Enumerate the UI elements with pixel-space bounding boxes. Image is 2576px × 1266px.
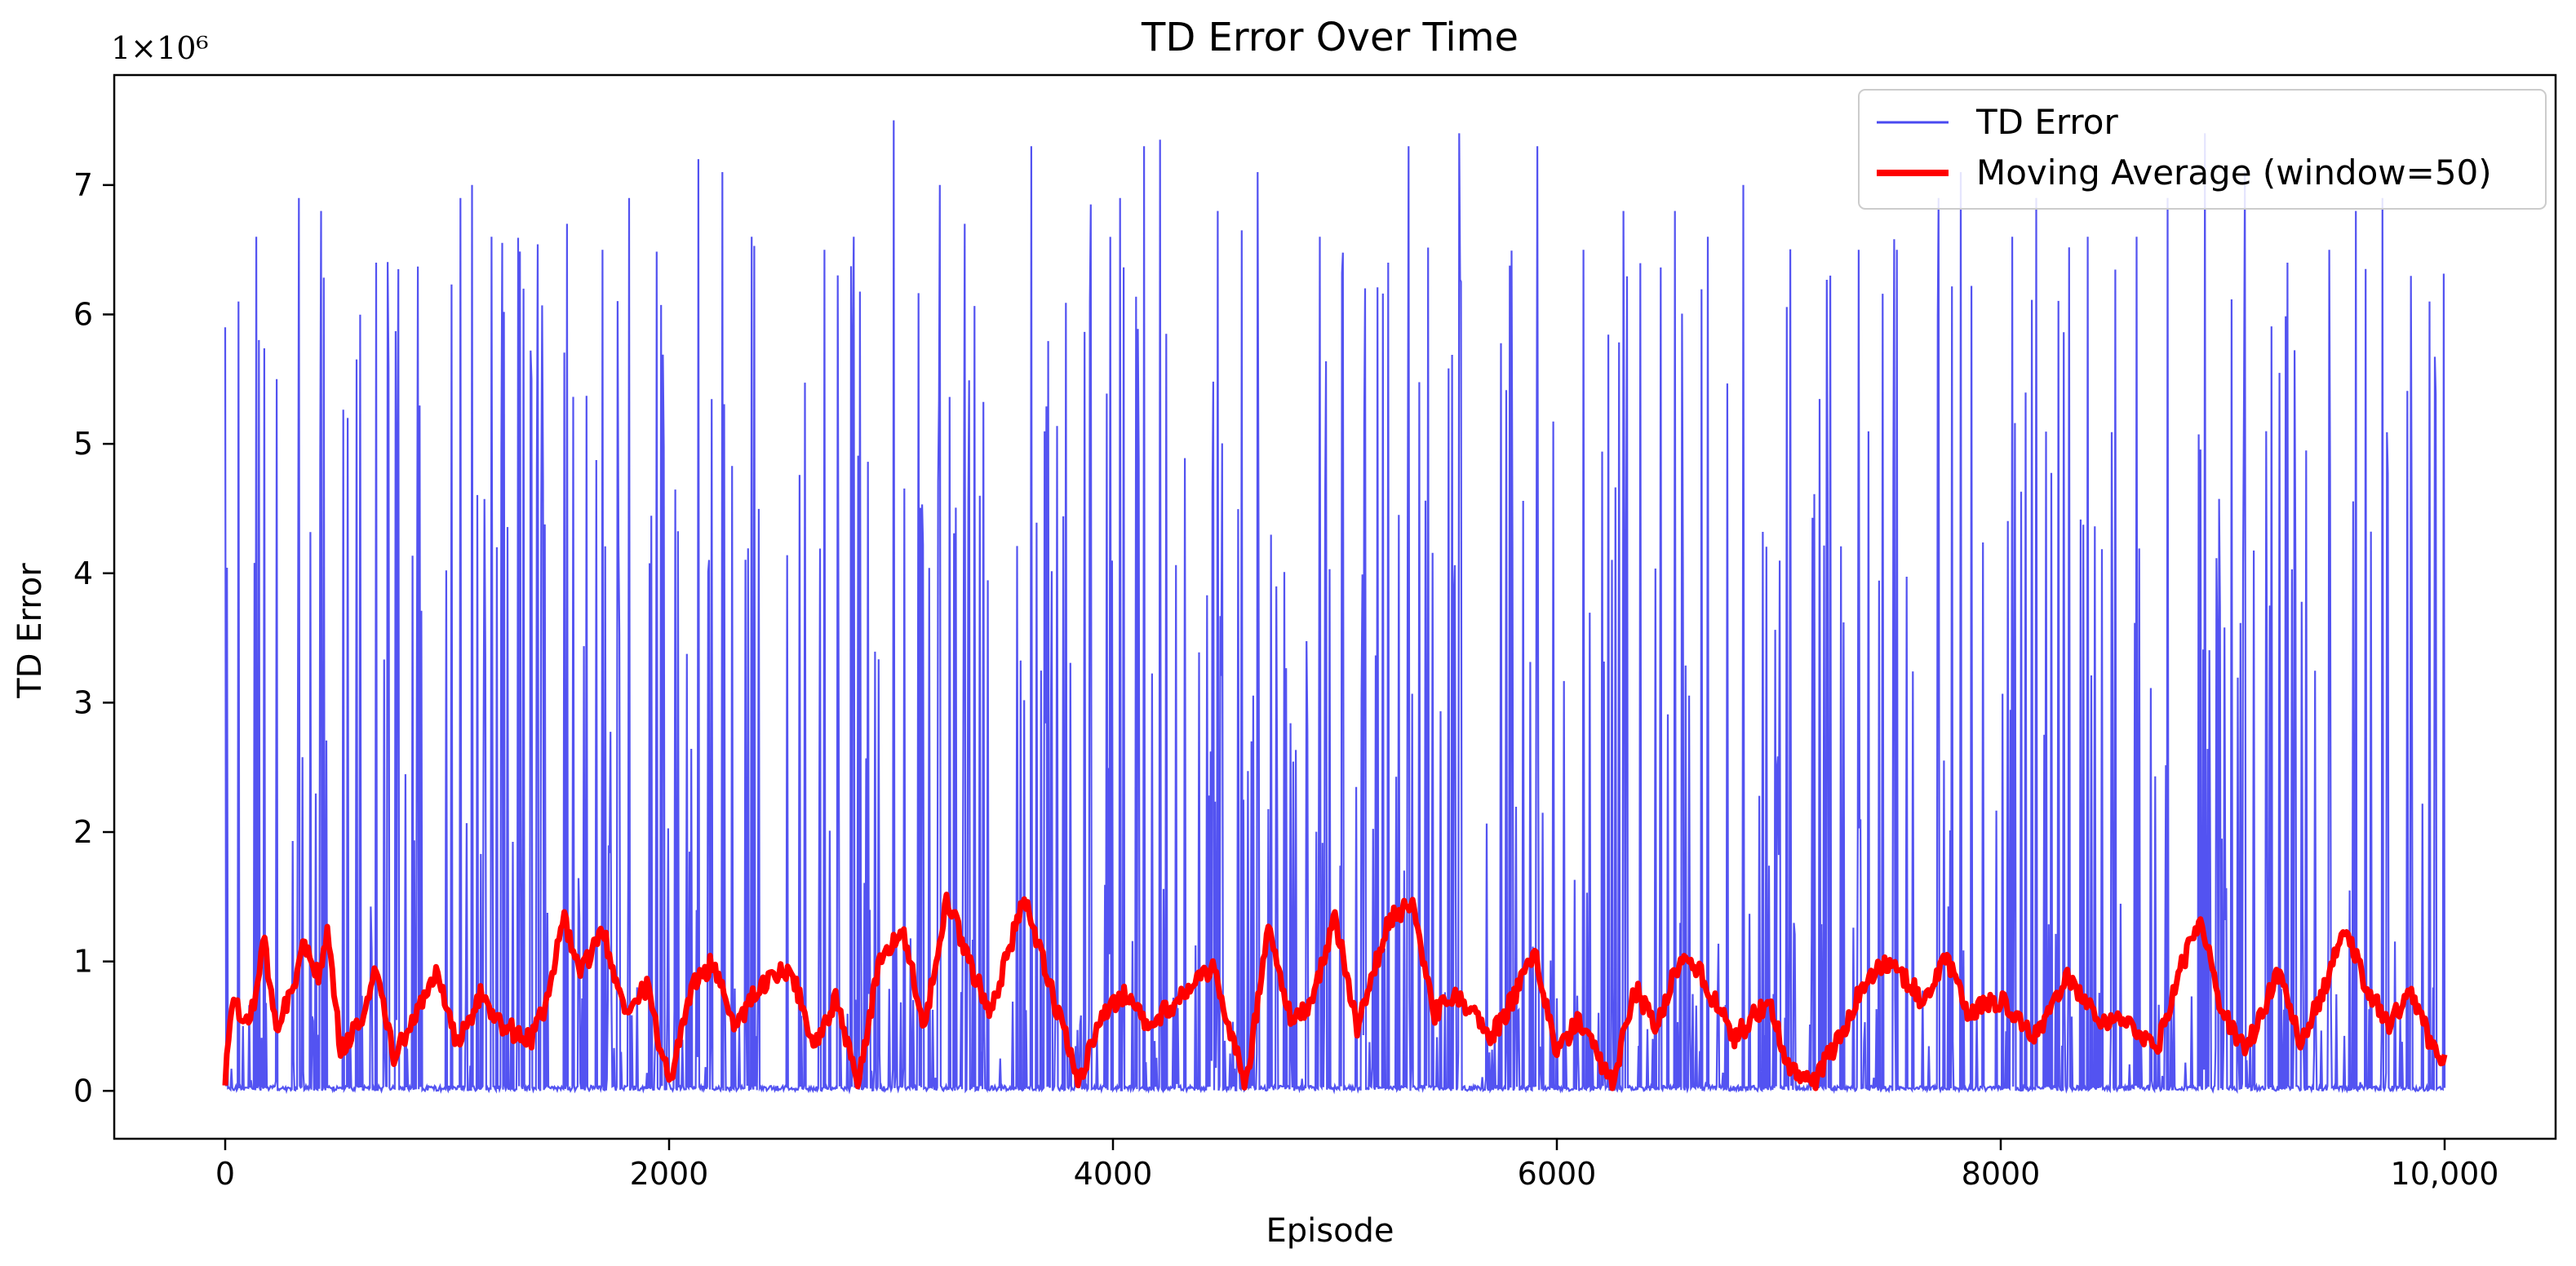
y-tick-label: 7 [73, 167, 93, 203]
y-tick-label: 5 [73, 426, 93, 462]
plot-series-group [222, 120, 2448, 1095]
y-tick-label: 1 [73, 944, 93, 980]
y-tick-label: 3 [73, 684, 93, 720]
x-tick-label: 2000 [630, 1156, 709, 1192]
series-line-moving-average [222, 892, 2448, 1091]
x-tick-label: 10,000 [2391, 1156, 2499, 1192]
series-line-td-error [224, 120, 2446, 1095]
legend-label-moving-average: Moving Average (window=50) [1976, 153, 2492, 193]
x-tick-label: 6000 [1518, 1156, 1597, 1192]
y-tick-label: 4 [73, 556, 93, 591]
x-tick-label: 4000 [1074, 1156, 1153, 1192]
x-tick-label: 0 [215, 1156, 235, 1192]
y-tick-label: 0 [73, 1073, 93, 1109]
x-tick-label: 8000 [1962, 1156, 2041, 1192]
x-axis-label: Episode [1266, 1212, 1394, 1250]
y-axis-offset-label: 1×10⁶ [111, 30, 209, 66]
y-tick-label: 6 [73, 296, 93, 332]
legend-box [1858, 89, 2547, 210]
plot-frame [113, 73, 2557, 1140]
legend-label-td-error: TD Error [1975, 102, 2118, 142]
y-tick-label: 2 [73, 814, 93, 850]
y-axis: 0 1 2 3 4 5 6 7 [73, 167, 114, 1109]
legend: TD Error Moving Average (window=50) [1858, 89, 2547, 210]
x-axis: 0 2000 4000 6000 8000 10,000 [215, 1139, 2499, 1192]
chart-title: TD Error Over Time [1141, 15, 1519, 60]
y-axis-label: TD Error [11, 563, 49, 699]
